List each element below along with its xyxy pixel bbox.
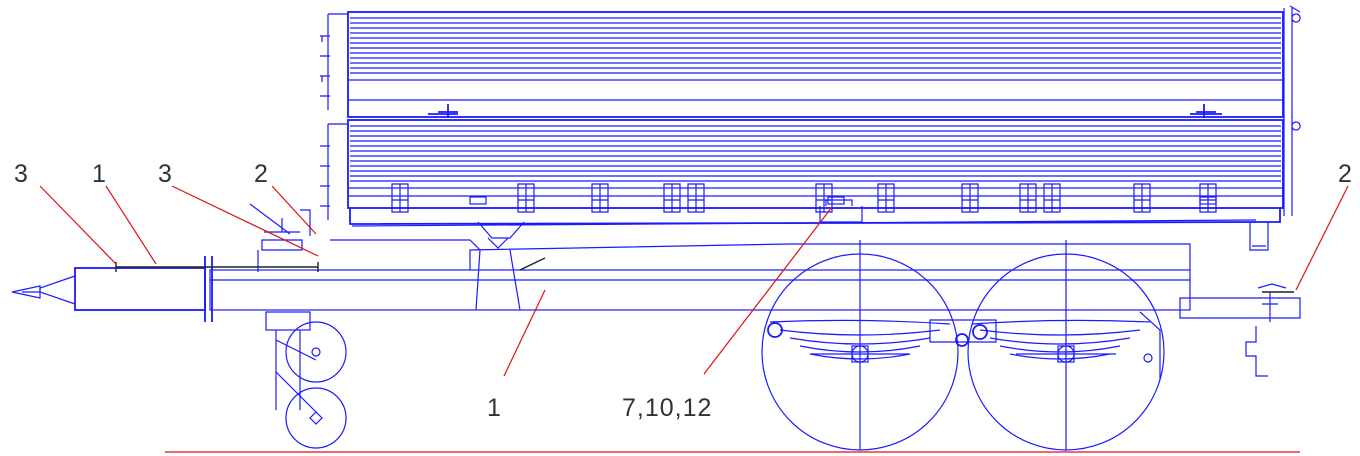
support-wheel-assembly <box>265 311 347 449</box>
cross-member <box>1019 183 1037 213</box>
leader-1b <box>503 289 546 377</box>
cross-member <box>687 183 705 213</box>
cross-member <box>591 183 609 213</box>
cross-member <box>1043 183 1061 213</box>
reference-marks <box>115 257 1294 293</box>
cross-member <box>1199 183 1217 213</box>
cross-member <box>1133 183 1151 213</box>
leaf-spring-suspension <box>767 311 1161 380</box>
leader-7 <box>703 206 833 375</box>
chassis-frame <box>11 203 1301 377</box>
callout-2-right: 2 <box>1338 160 1353 188</box>
cross-member <box>663 183 681 213</box>
callout-1-lower: 1 <box>487 394 502 422</box>
cross-member <box>877 183 895 213</box>
leader-3a <box>39 185 117 265</box>
road-wheel-front <box>761 240 959 451</box>
leader-2a <box>271 185 317 235</box>
leader-3b <box>171 185 319 257</box>
road-wheel-rear <box>967 240 1165 451</box>
leader-1a <box>105 185 157 265</box>
callout-2-left: 2 <box>254 160 269 188</box>
leader-2b <box>1295 185 1349 291</box>
callout-3-middle: 3 <box>158 160 173 188</box>
cross-member <box>517 183 535 213</box>
lower-side-board <box>320 116 1301 220</box>
cross-member <box>391 183 409 213</box>
callout-3-left: 3 <box>14 160 29 188</box>
body-underframe <box>349 183 1281 251</box>
leader-lines <box>39 185 1349 377</box>
callout-1-upper: 1 <box>92 160 107 188</box>
callout-labels: 3 1 3 2 1 7,10,12 2 <box>14 160 1353 422</box>
cross-member <box>961 183 979 213</box>
callout-7-10-12: 7,10,12 <box>622 394 712 422</box>
upper-side-board <box>320 5 1301 118</box>
